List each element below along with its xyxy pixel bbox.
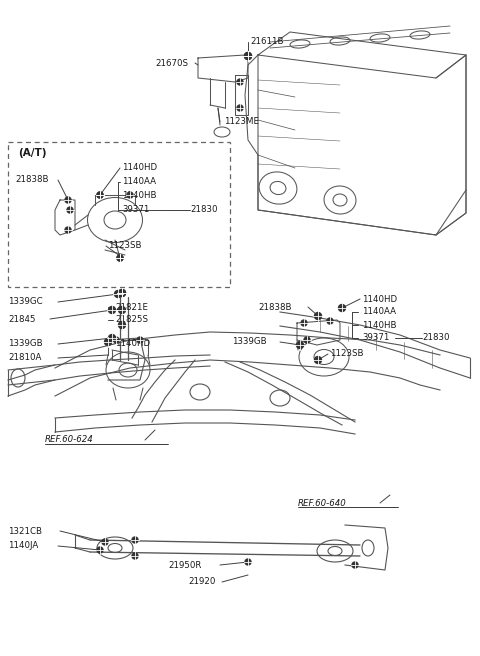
Text: 21920: 21920 bbox=[188, 577, 216, 586]
Circle shape bbox=[119, 289, 125, 297]
Circle shape bbox=[119, 306, 125, 314]
Circle shape bbox=[132, 553, 138, 559]
Circle shape bbox=[97, 547, 103, 553]
Circle shape bbox=[137, 337, 143, 343]
Circle shape bbox=[117, 255, 123, 261]
Circle shape bbox=[113, 337, 119, 343]
Text: 1140HD: 1140HD bbox=[362, 295, 397, 304]
Text: 1339GB: 1339GB bbox=[232, 337, 266, 346]
Text: 1123ME: 1123ME bbox=[224, 117, 259, 127]
Circle shape bbox=[119, 289, 125, 297]
Text: (A/T): (A/T) bbox=[18, 148, 47, 158]
Text: 21825S: 21825S bbox=[115, 316, 148, 325]
Text: 1321CB: 1321CB bbox=[8, 527, 42, 535]
Circle shape bbox=[108, 335, 116, 342]
Circle shape bbox=[65, 197, 71, 203]
Text: REF.60-624: REF.60-624 bbox=[45, 436, 94, 445]
Circle shape bbox=[108, 306, 116, 314]
Text: 21950R: 21950R bbox=[168, 560, 202, 569]
Text: 39371: 39371 bbox=[122, 205, 149, 215]
Circle shape bbox=[237, 105, 243, 111]
Text: 1140HB: 1140HB bbox=[122, 192, 156, 201]
Text: 1140HD: 1140HD bbox=[115, 340, 150, 348]
Text: 21830: 21830 bbox=[190, 205, 217, 215]
Text: 1123SB: 1123SB bbox=[108, 241, 142, 251]
Text: 21830: 21830 bbox=[422, 333, 449, 342]
Circle shape bbox=[327, 318, 333, 324]
Text: 21810A: 21810A bbox=[8, 354, 41, 363]
Text: 21838B: 21838B bbox=[258, 302, 291, 312]
Text: 1140AA: 1140AA bbox=[362, 308, 396, 316]
Circle shape bbox=[244, 52, 252, 60]
Circle shape bbox=[314, 312, 322, 319]
Circle shape bbox=[132, 537, 138, 543]
Text: 21821E: 21821E bbox=[115, 302, 148, 312]
Text: 1140JA: 1140JA bbox=[8, 541, 38, 550]
Text: 1339GB: 1339GB bbox=[8, 340, 43, 348]
Bar bbox=[8, 142, 230, 287]
Circle shape bbox=[301, 320, 307, 326]
Circle shape bbox=[237, 79, 243, 85]
Text: 21611B: 21611B bbox=[250, 37, 284, 47]
Circle shape bbox=[117, 255, 123, 261]
Circle shape bbox=[297, 342, 303, 348]
Circle shape bbox=[105, 338, 111, 346]
Circle shape bbox=[97, 192, 103, 198]
Circle shape bbox=[97, 192, 103, 198]
Text: 21845: 21845 bbox=[8, 314, 36, 323]
Circle shape bbox=[352, 562, 358, 568]
Circle shape bbox=[338, 304, 346, 312]
Text: 1140AA: 1140AA bbox=[122, 178, 156, 186]
Circle shape bbox=[119, 321, 125, 329]
Circle shape bbox=[67, 207, 73, 213]
Text: REF.60-640: REF.60-640 bbox=[298, 499, 347, 508]
Text: 21838B: 21838B bbox=[15, 176, 48, 184]
Text: 1123SB: 1123SB bbox=[330, 350, 363, 358]
Text: 21670S: 21670S bbox=[155, 58, 188, 68]
Circle shape bbox=[115, 291, 121, 298]
Circle shape bbox=[245, 559, 251, 565]
Circle shape bbox=[127, 192, 133, 198]
Circle shape bbox=[244, 52, 252, 60]
Text: 1140HD: 1140HD bbox=[122, 163, 157, 173]
Text: 1140HB: 1140HB bbox=[362, 321, 396, 329]
Text: 39371: 39371 bbox=[362, 333, 389, 342]
Circle shape bbox=[304, 337, 310, 343]
Circle shape bbox=[65, 227, 71, 233]
Text: 1339GC: 1339GC bbox=[8, 298, 43, 306]
Circle shape bbox=[102, 539, 108, 545]
Circle shape bbox=[314, 356, 322, 363]
